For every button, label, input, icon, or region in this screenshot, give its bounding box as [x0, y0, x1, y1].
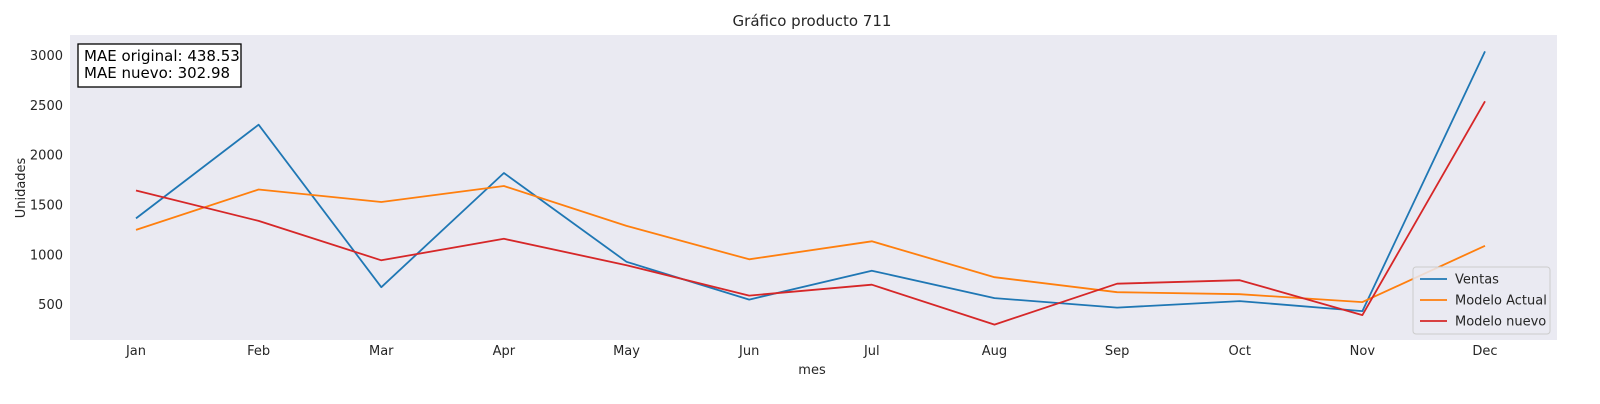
y-tick-label-3000: 3000: [30, 49, 63, 64]
x-tick-label-mar: Mar: [369, 344, 394, 359]
x-tick-label-sep: Sep: [1105, 344, 1130, 359]
x-tick-label-apr: Apr: [493, 344, 516, 359]
x-tick-label-may: May: [613, 344, 640, 359]
mae-nuevo-text: MAE nuevo: 302.98: [84, 64, 230, 82]
chart-title: Gráfico producto 711: [733, 12, 892, 30]
mae-annotation-box: MAE original: 438.53 MAE nuevo: 302.98: [78, 44, 241, 87]
y-axis-ticks: 500 1000 1500 2000 2500 3000: [30, 49, 63, 313]
x-tick-label-jan: Jan: [125, 344, 146, 359]
x-tick-label-nov: Nov: [1350, 344, 1376, 359]
x-tick-label-oct: Oct: [1228, 344, 1250, 359]
legend-label-modelo-nuevo: Modelo nuevo: [1455, 315, 1546, 330]
y-tick-label-1500: 1500: [30, 198, 63, 213]
y-tick-label-1000: 1000: [30, 248, 63, 263]
legend-label-ventas: Ventas: [1455, 273, 1499, 288]
x-tick-label-jul: Jul: [863, 344, 880, 359]
y-tick-label-500: 500: [38, 298, 63, 313]
x-axis-label: mes: [798, 363, 826, 378]
legend-label-modelo-actual: Modelo Actual: [1455, 294, 1547, 309]
legend: Ventas Modelo Actual Modelo nuevo: [1413, 267, 1550, 334]
x-tick-label-dec: Dec: [1472, 344, 1497, 359]
x-tick-label-aug: Aug: [982, 344, 1007, 359]
y-tick-label-2000: 2000: [30, 149, 63, 164]
x-tick-label-jun: Jun: [738, 344, 759, 359]
mae-original-text: MAE original: 438.53: [84, 47, 240, 65]
y-axis-label: Unidades: [14, 157, 29, 218]
x-tick-label-feb: Feb: [247, 344, 270, 359]
y-tick-label-2500: 2500: [30, 99, 63, 114]
x-axis-ticks: Jan Feb Mar Apr May Jun Jul Aug Sep Oct Nov Dec: [125, 344, 1498, 359]
plot-area: [70, 35, 1557, 340]
